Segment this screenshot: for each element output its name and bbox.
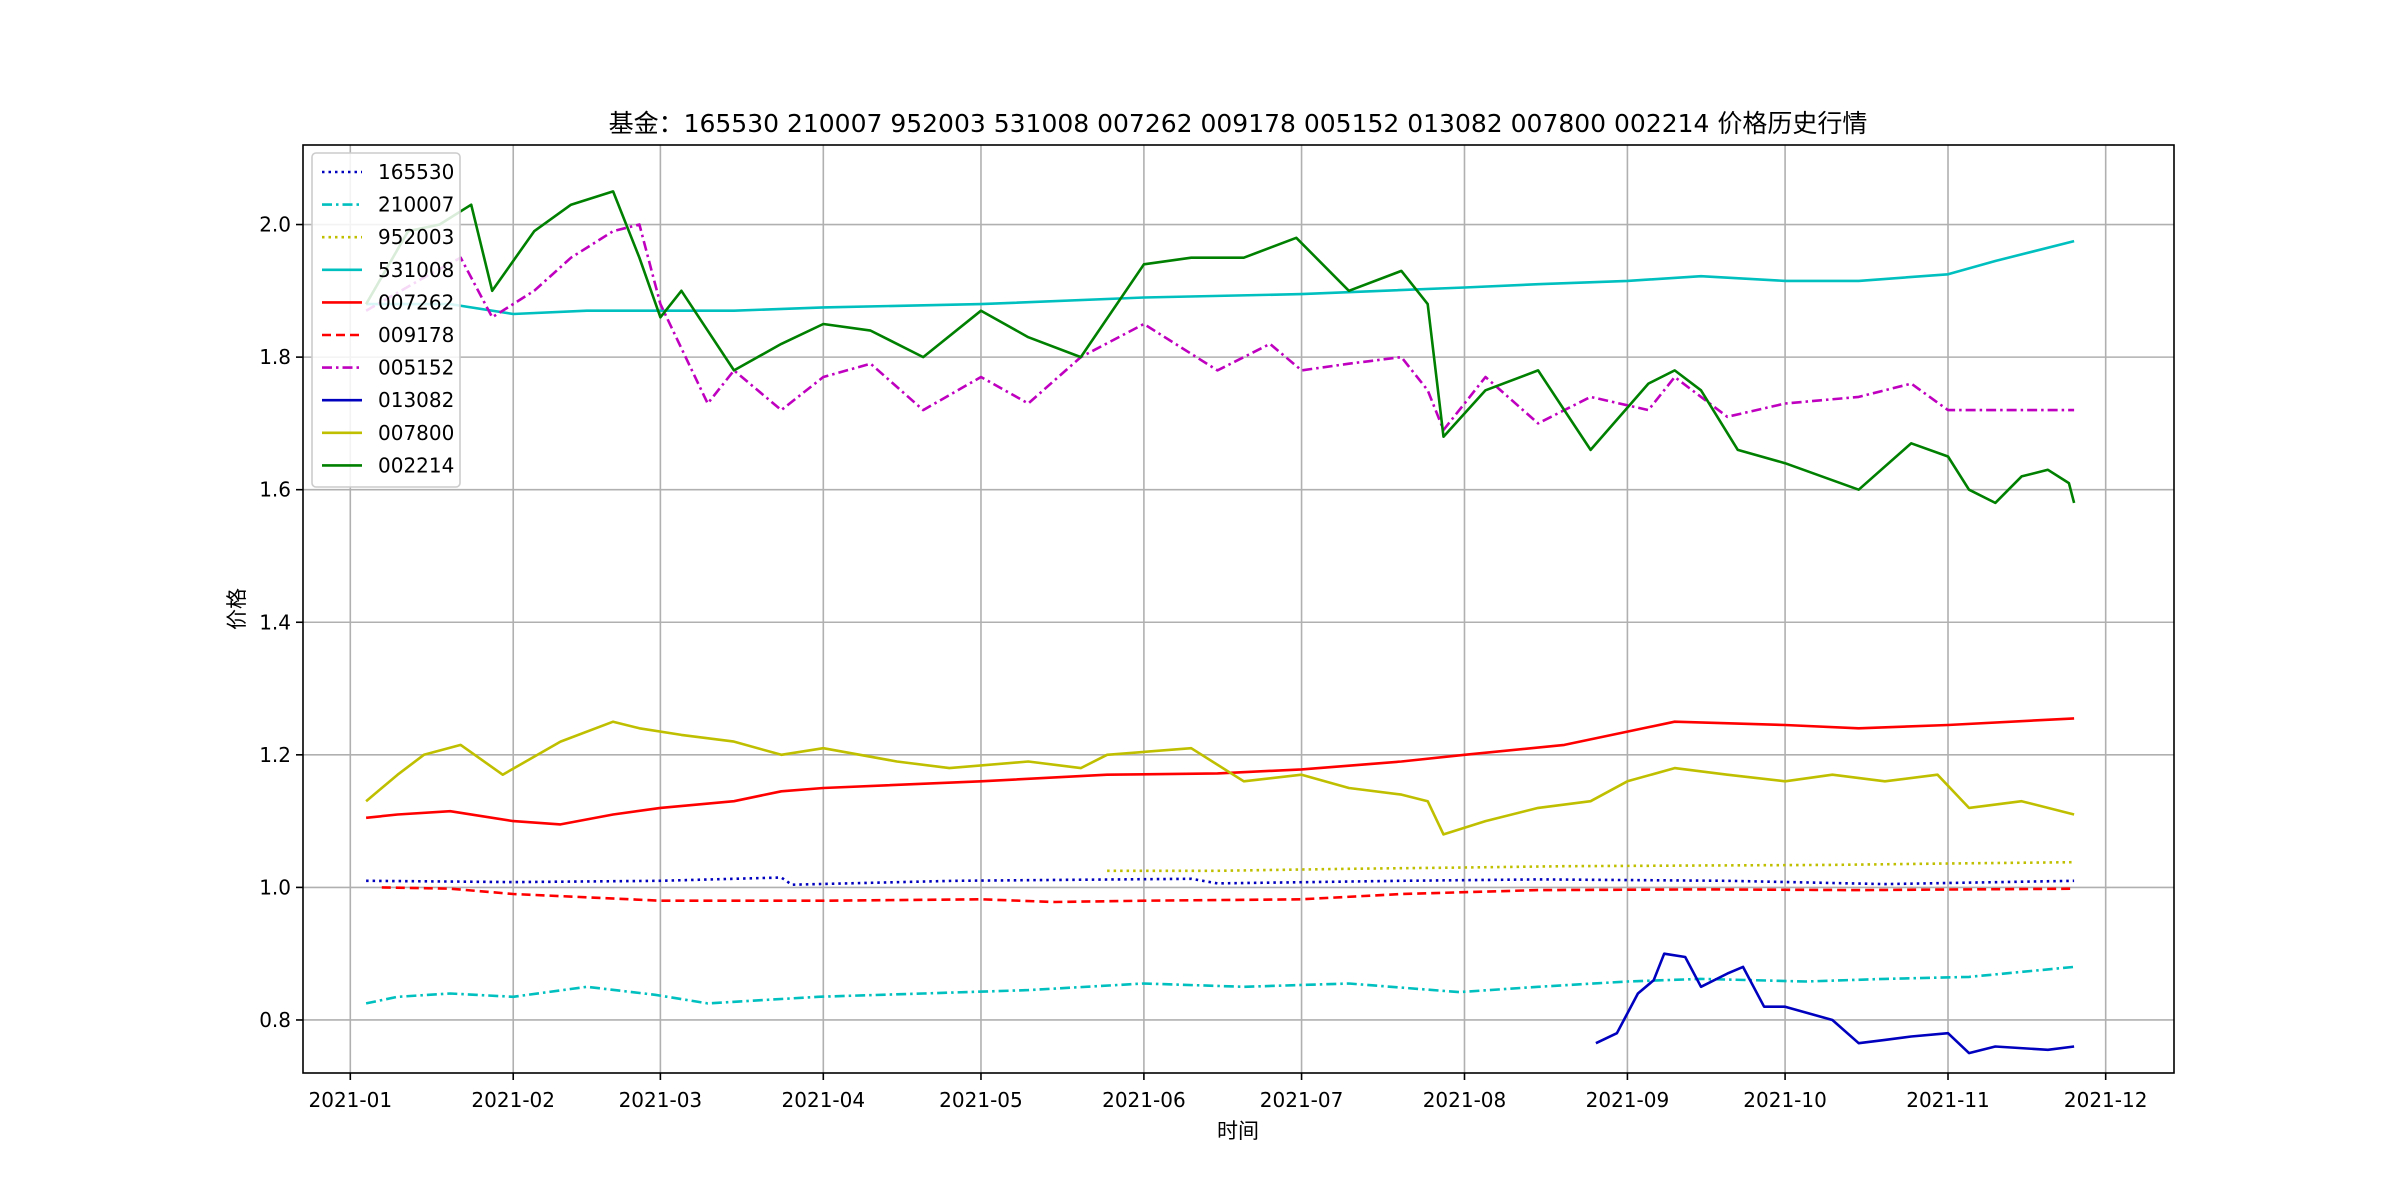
legend-label-002214: 002214	[378, 453, 454, 477]
x-tick-label: 2021-05	[939, 1088, 1023, 1112]
series-line-007262	[365, 717, 2075, 826]
series-line-002214	[364, 190, 2076, 505]
legend-label-210007: 210007	[378, 193, 454, 217]
x-tick-label: 2021-11	[1906, 1088, 1990, 1112]
x-axis-ticks: 2021-01 2021-02 2021-03 2021-04 2021-05 2021-…	[309, 1073, 2148, 1112]
x-tick-label: 2021-04	[782, 1088, 866, 1112]
y-tick-label: 1.0	[259, 875, 291, 899]
y-tick-label: 0.8	[259, 1008, 291, 1032]
y-tick-label: 1.4	[259, 610, 291, 634]
x-tick-label: 2021-02	[471, 1088, 555, 1112]
y-axis-ticks: 0.8 1.0 1.2 1.4 1.6 1.8 2.0	[259, 213, 303, 1032]
series-line-005152	[365, 223, 2075, 432]
x-tick-label: 2021-12	[2064, 1088, 2148, 1112]
chart-title: 基金：165530 210007 952003 531008 007262 00…	[609, 109, 1868, 138]
series-line-165530	[366, 876, 2075, 887]
x-tick-label: 2021-06	[1102, 1088, 1186, 1112]
y-tick-label: 1.2	[259, 743, 291, 767]
series-line-007800	[365, 720, 2075, 836]
series-line-009178	[381, 886, 2075, 904]
legend-label-165530: 165530	[378, 160, 454, 184]
series-line-013082	[1595, 952, 2075, 1055]
grid	[303, 145, 2174, 1073]
plot-frame	[302, 144, 2175, 1074]
series-line-952003	[1107, 860, 2075, 873]
legend-label-007262: 007262	[378, 290, 454, 314]
x-tick-label: 2021-09	[1586, 1088, 1670, 1112]
y-tick-label: 1.8	[259, 345, 291, 369]
legend-label-009178: 009178	[378, 323, 454, 347]
x-axis-label: 时间	[1217, 1119, 1259, 1143]
x-tick-label: 2021-10	[1743, 1088, 1827, 1112]
legend-label-007800: 007800	[378, 421, 454, 445]
x-tick-label: 2021-08	[1423, 1088, 1507, 1112]
series-lines	[364, 190, 2076, 1055]
legend-label-952003: 952003	[378, 225, 454, 249]
x-tick-label: 2021-01	[309, 1088, 393, 1112]
y-tick-label: 2.0	[259, 213, 291, 237]
x-tick-label: 2021-03	[619, 1088, 703, 1112]
y-tick-label: 1.6	[259, 478, 291, 502]
legend-label-005152: 005152	[378, 356, 454, 380]
series-line-210007	[365, 965, 2075, 1005]
legend: 165530 210007 952003 531008 007262 009178 0051…	[311, 152, 461, 488]
legend-label-531008: 531008	[378, 258, 454, 282]
series-line-531008	[366, 239, 2075, 316]
x-tick-label: 2021-07	[1260, 1088, 1344, 1112]
y-axis-label: 价格	[225, 588, 249, 630]
legend-label-013082: 013082	[378, 388, 454, 412]
